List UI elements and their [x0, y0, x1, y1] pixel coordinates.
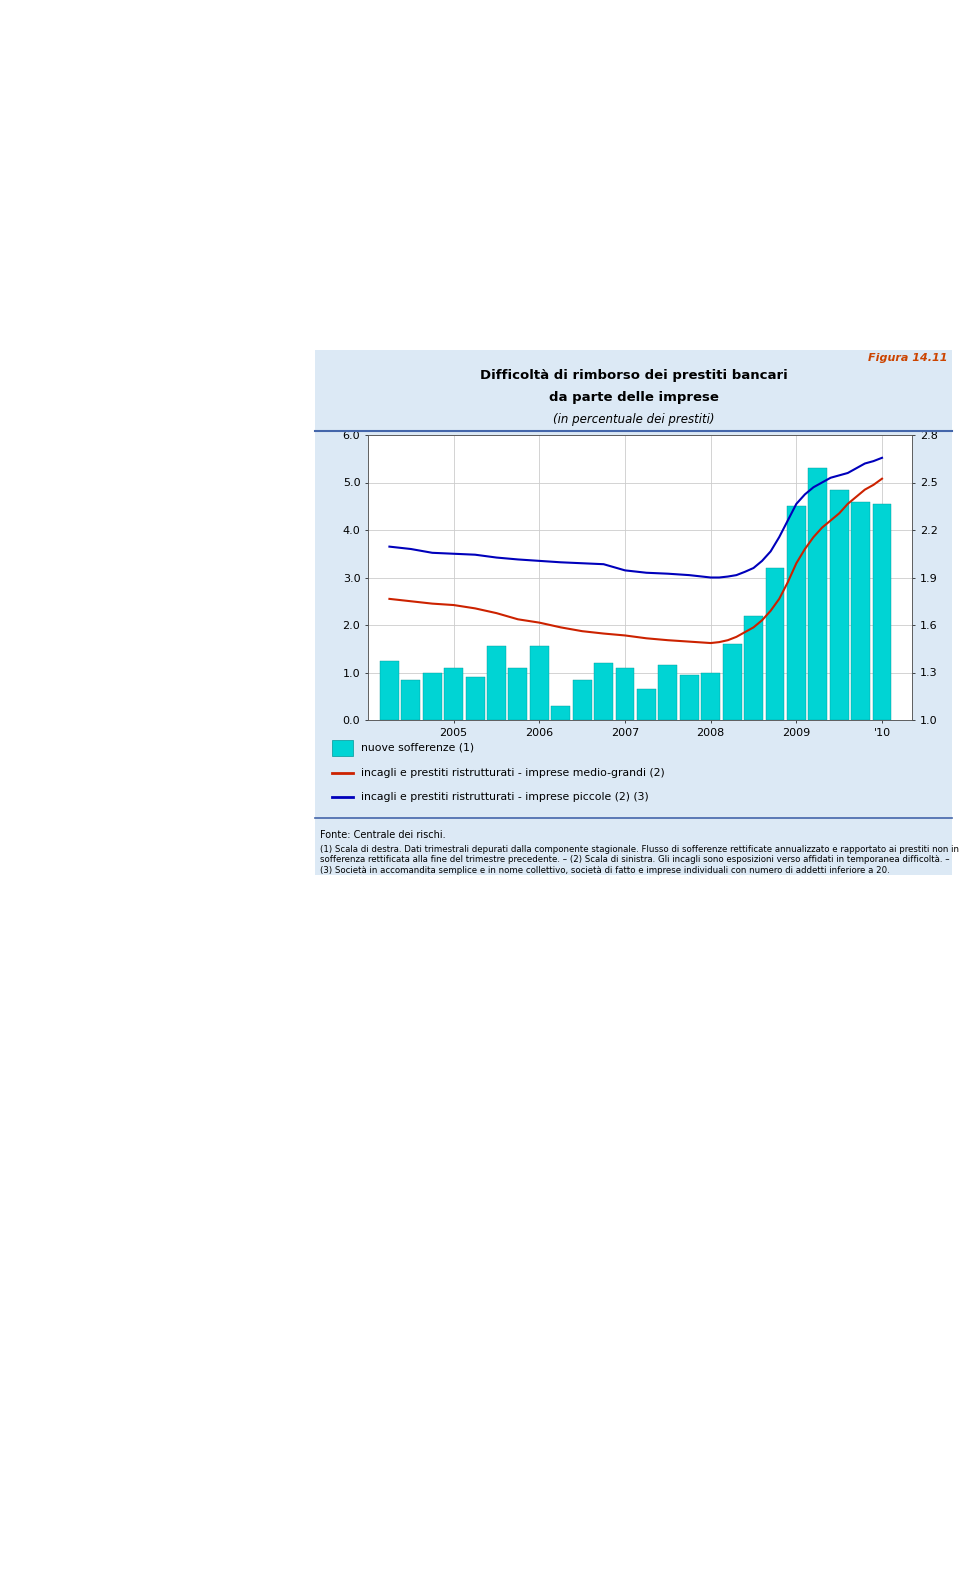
- Bar: [444, 667, 463, 720]
- Bar: [615, 667, 635, 720]
- Bar: [744, 615, 763, 720]
- Bar: [852, 501, 870, 720]
- Bar: [787, 506, 805, 720]
- Bar: [723, 644, 741, 720]
- Bar: [509, 667, 527, 720]
- Bar: [659, 666, 677, 720]
- Bar: [466, 677, 485, 720]
- Bar: [873, 504, 892, 720]
- Text: nuove sofferenze (1): nuove sofferenze (1): [361, 743, 474, 753]
- Bar: [829, 490, 849, 720]
- Bar: [680, 675, 699, 720]
- Text: incagli e prestiti ristrutturati - imprese medio-grandi (2): incagli e prestiti ristrutturati - impre…: [361, 769, 665, 778]
- Text: Figura 14.11: Figura 14.11: [868, 353, 948, 363]
- Bar: [551, 705, 570, 720]
- Text: (1) Scala di destra. Dati trimestrali depurati dalla componente stagionale. Flus: (1) Scala di destra. Dati trimestrali de…: [320, 845, 959, 875]
- Bar: [765, 567, 784, 720]
- Bar: [422, 672, 442, 720]
- Bar: [380, 661, 398, 720]
- Text: Fonte: Centrale dei rischi.: Fonte: Centrale dei rischi.: [320, 831, 445, 840]
- Text: (in percentuale dei prestiti): (in percentuale dei prestiti): [553, 414, 714, 426]
- Text: incagli e prestiti ristrutturati - imprese piccole (2) (3): incagli e prestiti ristrutturati - impre…: [361, 792, 649, 802]
- Bar: [401, 680, 420, 720]
- Bar: [637, 689, 656, 720]
- Bar: [530, 647, 549, 720]
- Text: Difficoltà di rimborso dei prestiti bancari: Difficoltà di rimborso dei prestiti banc…: [480, 369, 787, 382]
- Text: da parte delle imprese: da parte delle imprese: [548, 391, 718, 404]
- Bar: [808, 468, 828, 720]
- Bar: [594, 663, 613, 720]
- Bar: [487, 647, 506, 720]
- Bar: [573, 680, 591, 720]
- Bar: [701, 672, 720, 720]
